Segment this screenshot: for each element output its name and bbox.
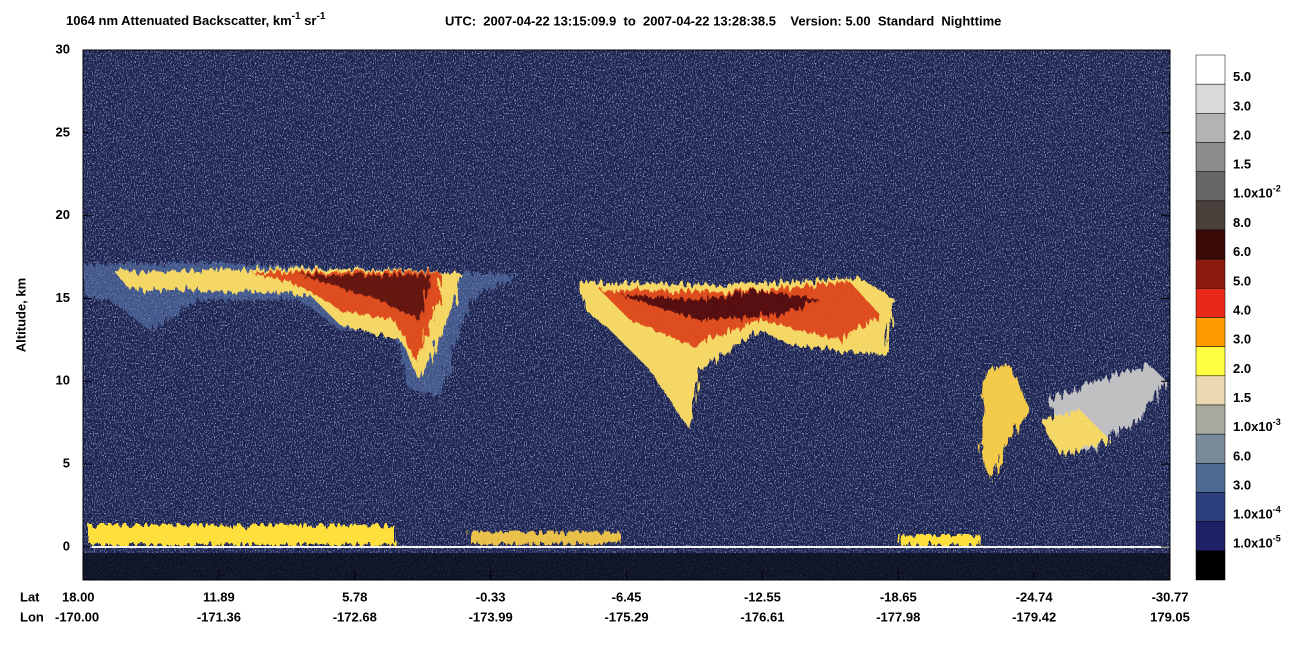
colorbar-cell xyxy=(1195,463,1226,493)
colorbar-cell xyxy=(1195,288,1226,318)
colorbar-cell xyxy=(1195,258,1226,289)
backscatter-image xyxy=(83,50,1170,580)
x-tick-label-lon: 179.05 xyxy=(1150,609,1190,624)
x-tick-label-lon: -176.61 xyxy=(740,609,784,624)
x-tick-label-lon: -179.42 xyxy=(1012,609,1056,624)
x-tick-label-lat: 11.89 xyxy=(203,589,235,604)
x-tick-label-lat: 5.78 xyxy=(342,589,367,604)
colorbar-cell xyxy=(1195,200,1226,231)
x-row-label: Lat xyxy=(20,589,40,604)
x-tick-label-lat: -18.65 xyxy=(880,589,917,604)
colorbar-cell xyxy=(1195,521,1226,552)
colorbar-label: 3.0 xyxy=(1233,98,1251,113)
colorbar-label: 8.0 xyxy=(1233,215,1251,230)
colorbar-label: 6.0 xyxy=(1233,448,1251,463)
x-tick-label-lat: -0.33 xyxy=(476,589,506,604)
colorbar-cell xyxy=(1195,54,1226,85)
colorbar-cell xyxy=(1195,171,1226,202)
x-tick-label-lat: 18.00 xyxy=(62,589,95,604)
colorbar-label: 1.0x10-4 xyxy=(1233,505,1281,522)
colorbar-label: 1.0x10-5 xyxy=(1233,534,1281,551)
y-axis-label: Altitude, km xyxy=(13,278,28,352)
colorbar-label: 2.0 xyxy=(1233,128,1251,143)
colorbar-cell xyxy=(1195,142,1226,172)
colorbar-label-exp: -4 xyxy=(1273,505,1281,515)
colorbar-label: 1.0x10-3 xyxy=(1233,417,1281,434)
x-tick-label-lon: -175.29 xyxy=(604,609,648,624)
colorbar-cell xyxy=(1195,346,1226,377)
colorbar-label-exp: -2 xyxy=(1273,184,1281,194)
x-tick-label-lat: -12.55 xyxy=(744,589,781,604)
colorbar-label: 2.0 xyxy=(1233,361,1251,376)
colorbar-label-base: 1.0x10 xyxy=(1233,186,1273,201)
x-row-label: Lon xyxy=(20,609,44,624)
colorbar-label-exp: -3 xyxy=(1273,417,1281,427)
colorbar-cell xyxy=(1195,433,1226,464)
y-tick-label: 0 xyxy=(63,538,70,553)
colorbar-label: 1.0x10-2 xyxy=(1233,184,1281,201)
colorbar-cell xyxy=(1195,113,1226,143)
chart-info: UTC: 2007-04-22 13:15:09.9 to 2007-04-22… xyxy=(445,13,1001,28)
colorbar-label: 1.5 xyxy=(1233,390,1251,405)
x-tick-label-lon: -173.99 xyxy=(469,609,513,624)
y-tick-label: 5 xyxy=(63,456,70,471)
colorbar-cell xyxy=(1195,375,1226,406)
y-tick-label: 25 xyxy=(56,124,70,139)
x-tick-label-lon: -170.00 xyxy=(55,609,99,624)
x-tick-label-lon: -177.98 xyxy=(876,609,920,624)
colorbar-label: 5.0 xyxy=(1233,273,1251,288)
colorbar-label: 1.5 xyxy=(1233,157,1251,172)
colorbar-label: 6.0 xyxy=(1233,244,1251,259)
y-tick-label: 20 xyxy=(56,207,70,222)
colorbar-cell xyxy=(1195,492,1226,522)
colorbar-label: 4.0 xyxy=(1233,303,1251,318)
x-tick-label-lon: -171.36 xyxy=(197,609,241,624)
y-tick-label: 30 xyxy=(56,41,70,56)
colorbar-label-base: 1.0x10 xyxy=(1233,507,1273,522)
chart-title: 1064 nm Attenuated Backscatter, km-1 sr-… xyxy=(66,11,326,29)
colorbar-label: 3.0 xyxy=(1233,478,1251,493)
colorbar-label-base: 1.0x10 xyxy=(1233,536,1273,551)
x-tick-label-lon: -172.68 xyxy=(333,609,377,624)
colorbar-label-base: 1.0x10 xyxy=(1233,419,1273,434)
colorbar-cell xyxy=(1195,83,1226,114)
colorbar-cell xyxy=(1195,550,1226,581)
colorbar-label: 3.0 xyxy=(1233,332,1251,347)
y-tick-label: 15 xyxy=(56,290,70,305)
x-tick-label-lat: -6.45 xyxy=(612,589,642,604)
colorbar-cell xyxy=(1195,404,1226,435)
colorbar-label: 5.0 xyxy=(1233,69,1251,84)
x-tick-label-lat: -30.77 xyxy=(1152,589,1189,604)
y-tick-label: 10 xyxy=(56,373,70,388)
x-tick-label-lat: -24.74 xyxy=(1016,589,1054,604)
colorbar-label-exp: -5 xyxy=(1273,534,1281,544)
colorbar-cell xyxy=(1195,229,1226,260)
colorbar-cell xyxy=(1195,317,1226,347)
